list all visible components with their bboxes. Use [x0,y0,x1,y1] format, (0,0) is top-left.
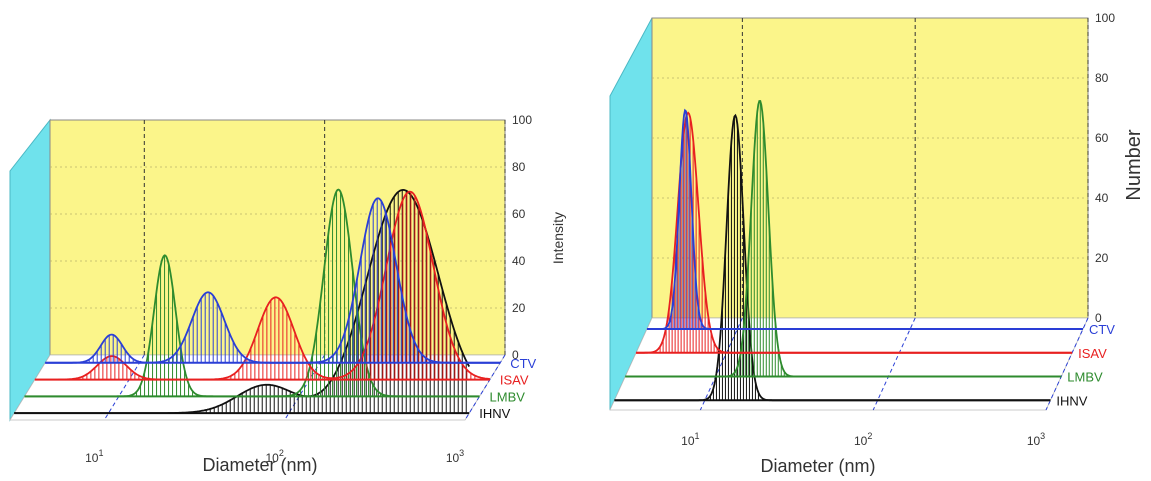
x-tick-exponent: 2 [867,431,872,441]
x-tick-base: 10 [854,434,868,448]
floor-gridline [464,354,506,421]
series-envelope [45,197,501,364]
y-tick-label: 60 [1095,131,1109,145]
series-label: CTV [510,356,536,371]
x-tick-label: 102 [265,448,283,465]
series-lmbv: LMBV [24,188,526,404]
x-tick-label: 103 [446,448,464,465]
x-axis-title: Diameter (nm) [202,455,317,475]
series-envelope [614,113,1051,402]
floor-gridline [1045,317,1089,411]
x-tick-exponent: 3 [1040,431,1045,441]
series-ihnv: IHNV [614,113,1088,408]
floor-gridline [872,317,916,411]
plot-background [651,17,1089,319]
series-ctv: CTV [646,108,1115,337]
series-isav: ISAV [34,190,529,388]
x-tick-exponent: 2 [279,448,284,458]
plot-floor [609,317,1089,411]
x-tick-base: 10 [265,451,279,465]
x-tick-label: 103 [1027,431,1045,448]
plot-background [49,119,506,356]
y-tick-label: 40 [512,254,526,268]
series-lmbv: LMBV [625,100,1103,385]
x-tick-exponent: 3 [459,448,464,458]
floor-gridline [103,354,145,421]
series-envelope [647,108,1083,330]
y-axis-title: Number [1123,129,1145,200]
y-tick-label: 0 [1095,311,1102,325]
series-label: ISAV [1078,346,1107,361]
series-ctv: CTV [45,197,537,371]
y-tick-label: 100 [512,113,532,127]
y-tick-label: 20 [512,301,526,315]
series-label: ISAV [500,373,529,388]
x-tick-exponent: 1 [98,448,103,458]
series-envelope [24,188,480,398]
y-tick-label: 60 [512,207,526,221]
x-tick-exponent: 1 [695,431,700,441]
floor-gridline [699,317,743,411]
series-label: IHNV [1056,393,1087,408]
series-label: CTV [1089,322,1115,337]
x-tick-base: 10 [446,451,460,465]
series-envelope [14,188,470,414]
series-label: LMBV [490,389,526,404]
x-axis-title: Diameter (nm) [760,456,875,476]
y-axis-title: Intensity [550,212,566,264]
x-tick-label: 102 [854,431,872,448]
x-tick-base: 10 [85,451,99,465]
y-tick-label: 80 [512,160,526,174]
x-tick-base: 10 [681,434,695,448]
x-tick-label: 101 [85,448,103,465]
y-tick-label: 40 [1095,191,1109,205]
y-tick-label: 0 [512,348,519,362]
series-label: LMBV [1067,370,1103,385]
y-tick-label: 20 [1095,251,1109,265]
y-tick-label: 80 [1095,71,1109,85]
x-tick-base: 10 [1027,434,1041,448]
series-envelope [625,100,1062,378]
x-tick-label: 101 [681,431,699,448]
y-tick-label: 100 [1095,11,1115,25]
series-envelope [636,111,1073,354]
series-label: IHNV [479,406,510,421]
series-envelope [34,190,490,381]
